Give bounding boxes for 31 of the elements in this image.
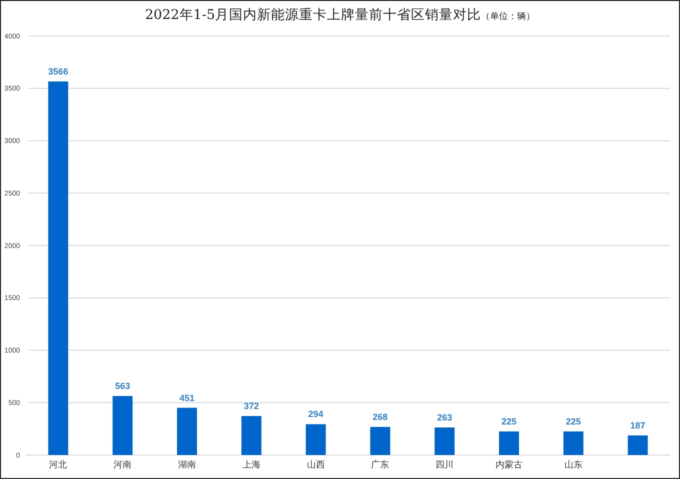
data-label: 372 [244,401,259,412]
x-tick-label: 四川 [436,459,454,470]
bar [370,426,390,455]
x-tick-label: 山西 [306,459,325,470]
data-label: 225 [566,416,581,426]
bar [434,427,455,455]
data-label: 187 [630,420,646,430]
x-tick-label: 内蒙古 [496,459,522,470]
bar [48,81,68,455]
bar [306,424,326,455]
x-tick-label: 河北 [49,459,68,470]
data-label: 263 [437,412,452,422]
data-label: 294 [308,409,324,420]
data-label: 3566 [48,66,68,76]
chart-title: 2022年1-5月国内新能源重卡上牌量前十省区销量对比 [144,7,482,23]
bar [177,408,197,455]
x-tick-label: 河南 [114,459,132,470]
bar [563,431,584,455]
chart-subtitle: （单位：辆） [481,11,536,22]
x-tick-label: 广东 [371,459,390,470]
data-label: 225 [501,416,517,426]
bar [241,416,262,455]
bar [499,431,519,455]
bar [112,396,133,455]
x-tick-label: 湖南 [178,459,196,470]
x-tick-label: 上海 [242,459,260,470]
data-label: 563 [115,381,130,392]
data-label: 451 [179,392,195,403]
data-label: 268 [372,412,388,422]
bar [628,435,648,455]
x-tick-label: 山东 [564,459,582,470]
